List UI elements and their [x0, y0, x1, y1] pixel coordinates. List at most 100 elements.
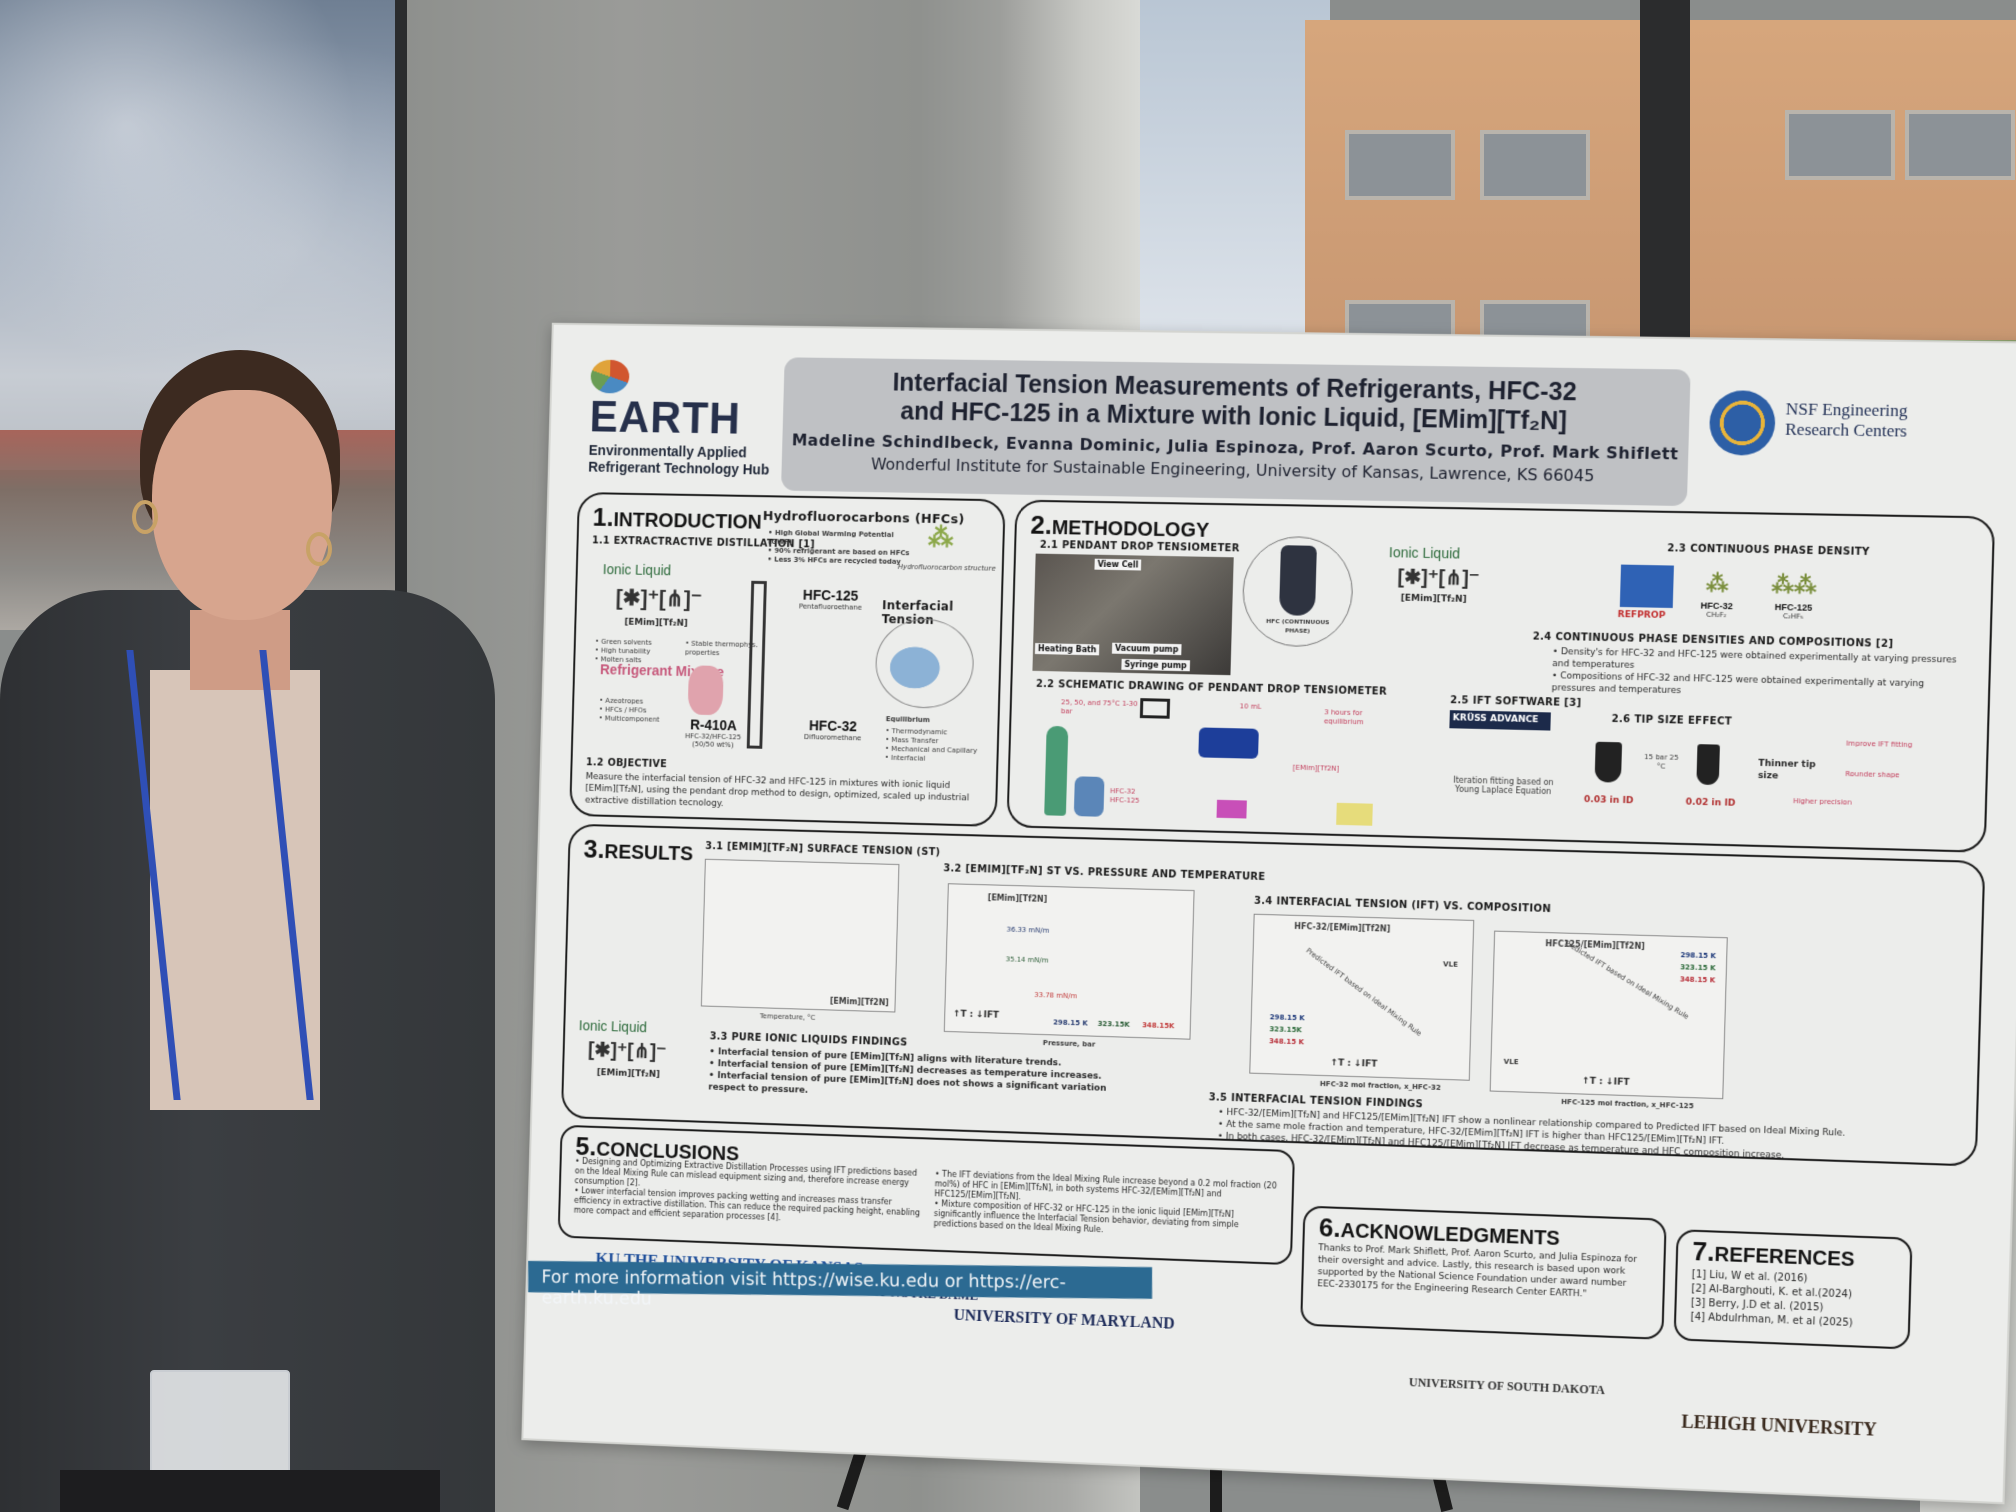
earth-logo: EARTH Environmentally Applied Refrigeran…	[588, 360, 784, 471]
building-window	[1480, 130, 1590, 200]
il-molecule-icon: [✱]⁺[⋔]⁻	[596, 585, 722, 613]
mean-label-348: 33.78 mN/m	[1034, 991, 1077, 1001]
il-molecule-icon: [✱]⁺[⋔]⁻	[1373, 564, 1505, 592]
chart-hfc32-ift: HFC-32/[EMim][Tf2N] VLE Predicted IFT ba…	[1249, 914, 1474, 1081]
chart-surface-tension: [EMim][Tf2N] Temperature, °C	[701, 859, 900, 1013]
poster-title-box: Interfacial Tension Measurements of Refr…	[781, 357, 1691, 506]
computer-icon	[1140, 698, 1170, 719]
droplet-zoom-circle: HFC (CONTINUOUS PHASE)	[1241, 535, 1354, 647]
section-title: RESULTS	[604, 841, 693, 865]
photo-tag: Vacuum pump	[1112, 643, 1182, 655]
footer-link-text: For more information visit https://wise.…	[542, 1267, 1066, 1309]
subsection-title: 2.5 IFT SOFTWARE [3]	[1450, 695, 1582, 709]
earth-logo-sub2: Refrigerant Technology Hub	[588, 459, 782, 479]
photo-tag: View Cell	[1094, 559, 1141, 571]
density-bullets: Density's for HFC-32 and HFC-125 were ob…	[1551, 646, 1962, 703]
chart-annotation: [EMim][Tf2N]	[988, 893, 1048, 904]
conclusions-left: Designing and Optimizing Extractive Dist…	[574, 1157, 925, 1229]
acknowledgments-text: Thanks to Prof. Mark Shiflett, Prof. Aar…	[1317, 1242, 1651, 1303]
equilibrium-label: Equilibrium	[886, 715, 930, 725]
chart-xlabel: Pressure, bar	[1043, 1039, 1096, 1050]
earth-logo-text: EARTH	[589, 393, 741, 444]
tip1-label: 0.03 in ID	[1584, 794, 1634, 807]
nsf-seal-icon	[1709, 390, 1776, 456]
legend-298: 298.15 K	[1680, 951, 1716, 960]
tip-conditions: 15 bar 25 °C	[1641, 753, 1682, 772]
thinner-tip-label: Thinner tip size	[1758, 758, 1820, 784]
footer-bar: For more information visit https://wise.…	[528, 1261, 1152, 1299]
subsection-title: 2.1 PENDANT DROP TENSIOMETER	[1040, 540, 1240, 555]
schematic-equilibrium-label: 3 hours for equilibrium	[1324, 708, 1395, 728]
r410a-label: R-410A HFC-32/HFC-125 (50/50 wt%)	[669, 716, 757, 750]
tip-large-icon	[1595, 742, 1623, 783]
chart-xlabel: HFC-125 mol fraction, x_HFC-125	[1561, 1098, 1694, 1111]
view-cell-icon	[1198, 727, 1259, 758]
mean-label-323: 35.14 mN/m	[1006, 955, 1049, 965]
earring	[132, 500, 158, 534]
earring	[306, 532, 332, 566]
chart-title: HFC-32/[EMim][Tf2N]	[1294, 922, 1390, 934]
schematic-il-label: [EMim][Tf2N]	[1293, 764, 1340, 774]
pants	[60, 1470, 440, 1512]
effect-label: Improve IFT fitting	[1846, 739, 1912, 750]
section-title: METHODOLOGY	[1052, 517, 1210, 542]
iteration-text: Iteration fitting based on Young Laplace…	[1448, 775, 1560, 796]
subsection-title: 3.3 PURE IONIC LIQUIDS FINDINGS	[710, 1031, 908, 1048]
conclusions-right: The IFT deviations from the Ideal Mixing…	[933, 1169, 1281, 1241]
building-window	[1785, 110, 1895, 180]
tip-small-icon	[1696, 744, 1720, 785]
chart-title: HFC125/[EMim][Tf2N]	[1545, 939, 1645, 951]
schematic-volume-label: 10 mL	[1239, 702, 1261, 711]
nsf-line2: Research Centers	[1785, 420, 1908, 442]
tensiometer-photo: View Cell Heating Bath Vacuum pump Syrin…	[1032, 554, 1233, 676]
legend-348: 348.15K	[1142, 1021, 1174, 1030]
hfc-structure-icon: ⁂	[928, 522, 954, 553]
legend-348: 348.15 K	[1680, 975, 1716, 984]
refrigerant-tank-icon	[688, 665, 724, 715]
section-number: 7.	[1692, 1236, 1715, 1267]
schematic-diagram: 25, 50, and 75°C 1-30 bar 10 mL 3 hours …	[1038, 696, 1410, 830]
hfc125-label: HFC-125 C₂HF₅	[1762, 602, 1824, 621]
il-formula: [EMim][Tf₂N]	[1400, 593, 1466, 606]
section-number: 2.	[1030, 510, 1052, 540]
tip2-label: 0.02 in ID	[1685, 796, 1735, 809]
effect-label: Rounder shape	[1845, 770, 1900, 780]
hfc32-molecule-icon: ⁂	[1686, 570, 1748, 597]
chart-xlabel: HFC-32 mol fraction, x_HFC-32	[1320, 1080, 1441, 1093]
hfc32-label: HFC-32 Difluoromethane	[794, 717, 873, 743]
legend-298: 298.15 K	[1270, 1013, 1305, 1022]
nsf-logo: NSF Engineering Research Centers	[1708, 390, 1978, 475]
subsection-title: 3.1 [EMIM][TF₂N] SURFACE TENSION (ST)	[705, 841, 940, 858]
lehigh-logo: LEHIGH UNIVERSITY	[1681, 1411, 1877, 1440]
list-item: Multicomponent	[599, 714, 660, 724]
equilibrium-bullets: Thermodynamic Mass Transfer Mechanical a…	[885, 727, 978, 765]
section-methodology: 2.METHODOLOGY 2.1 PENDANT DROP TENSIOMET…	[1006, 500, 1995, 853]
mean-label-298: 36.33 mN/m	[1006, 926, 1049, 936]
hfc125-molecule-icon: ⁂⁂	[1763, 571, 1825, 599]
section-number: 1.	[592, 502, 614, 532]
section-title: REFERENCES	[1714, 1244, 1855, 1271]
references-list: [1] Liu, W et al. (2016) [2] Al-Barghout…	[1690, 1268, 1907, 1333]
legend-323: 323.15K	[1269, 1025, 1302, 1034]
subsection-title: 2.3 CONTINUOUS PHASE DENSITY	[1667, 543, 1870, 558]
predicted-ift-label: Predicted IFT based on Ideal Mixing Rule	[1304, 947, 1423, 1039]
vle-label: VLE	[1443, 960, 1458, 969]
refrigerant-cylinder-icon	[1074, 776, 1105, 817]
ift-findings: HFC-32/[EMim][Tf₂N] and HFC125/[EMim][Tf…	[1217, 1107, 1948, 1168]
chart-annotation: [EMim][Tf2N]	[830, 997, 889, 1008]
section-acknowledgments: 6.ACKNOWLEDGMENTS Thanks to Prof. Mark S…	[1300, 1206, 1667, 1340]
photo-tag: Heating Bath	[1035, 643, 1100, 655]
refrigerant-bullets: Azeotropes HFCs / HFOs Multicomponent	[599, 697, 660, 725]
il-formula: [EMim][Tf₂N]	[624, 617, 688, 630]
section-number: 6.	[1318, 1212, 1341, 1243]
research-poster: EARTH Environmentally Applied Refrigeran…	[521, 323, 2016, 1505]
building-window	[1905, 110, 2015, 180]
ionic-liquid-label: Ionic Liquid	[603, 561, 672, 578]
section-references: 7.REFERENCES [1] Liu, W et al. (2016) [2…	[1674, 1229, 1913, 1349]
subsection-title: 3.4 INTERFACIAL TENSION (IFT) VS. COMPOS…	[1254, 896, 1551, 915]
chart-st-vs-pressure: [EMim][Tf2N] 36.33 mN/m 35.14 mN/m 33.78…	[944, 883, 1195, 1039]
subsection-title: 2.6 TIP SIZE EFFECT	[1611, 714, 1732, 728]
window-mullion	[1640, 0, 1690, 340]
nitrogen-cylinder-icon	[1044, 726, 1068, 816]
legend-323: 323.15K	[1098, 1020, 1130, 1029]
